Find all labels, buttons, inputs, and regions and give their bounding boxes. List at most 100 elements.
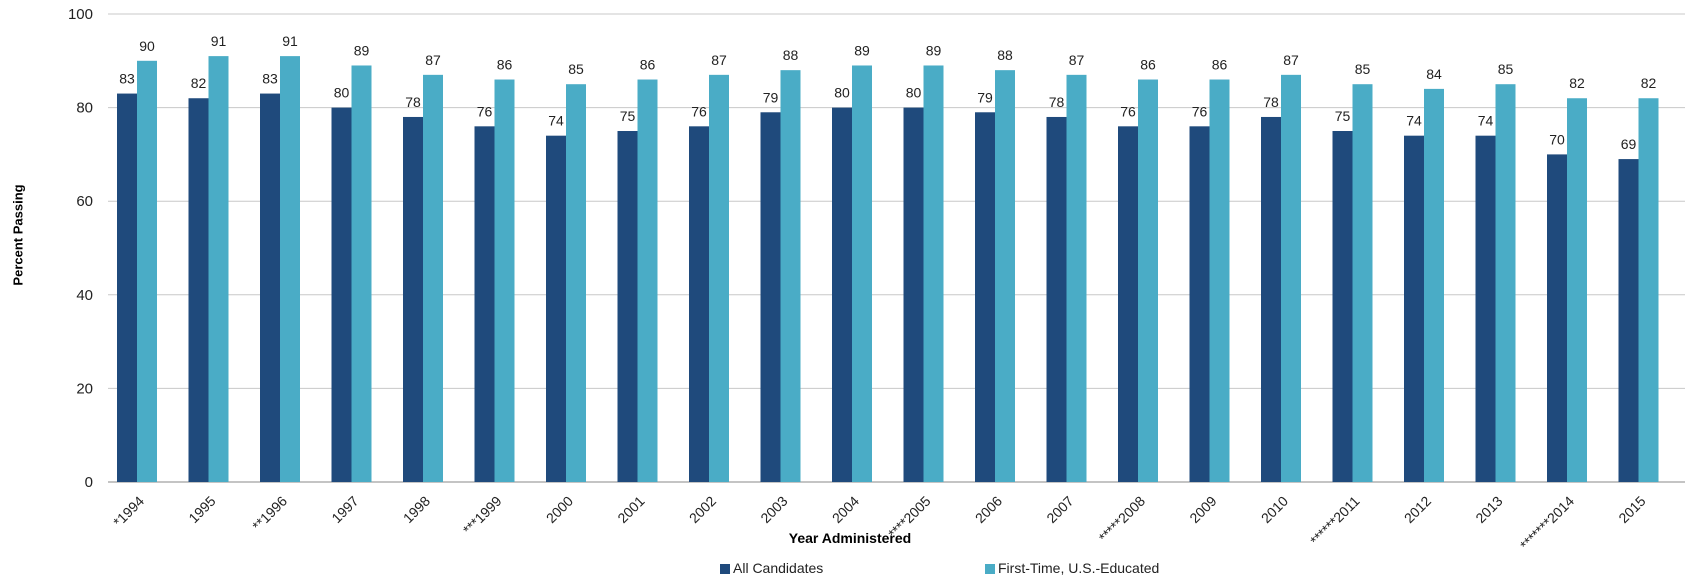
bar-all-candidates [403,116,423,483]
data-label-all-candidates: 75 [620,108,636,124]
data-label-all-candidates: 83 [119,71,135,87]
bar-first-time [494,79,515,483]
bar-all-candidates [617,131,638,482]
bar-first-time [280,56,300,483]
data-label-first-time: 89 [926,42,942,58]
x-tick-label: 2001 [614,493,647,526]
data-label-first-time: 82 [1641,75,1657,91]
y-axis-title-text: Percent Passing [10,184,26,286]
bar-all-candidates [903,107,924,482]
bar-first-time [423,74,443,482]
bar-all-candidates [1118,126,1138,482]
bar-all-candidates [689,126,709,482]
data-label-first-time: 87 [425,52,441,68]
bar-first-time [208,56,229,483]
data-label-all-candidates: 74 [1406,113,1422,129]
legend-swatch-all-candidates [720,564,730,574]
bar-first-time [1066,74,1087,482]
y-tick-labels: 0 20 40 60 80 100 [68,6,93,491]
data-label-all-candidates: 79 [977,89,993,105]
x-tick-label: *1994 [110,493,147,530]
bar-all-candidates [1046,116,1067,483]
data-label-first-time: 91 [282,33,298,49]
data-label-first-time: 85 [1498,61,1514,77]
x-tick-label: 2012 [1401,493,1434,526]
data-label-all-candidates: 76 [691,103,707,119]
data-label-first-time: 85 [568,61,584,77]
legend-label-all-candidates: All Candidates [733,560,824,576]
bar-all-candidates [1618,159,1639,482]
y-tick-label: 0 [85,474,93,491]
data-label-all-candidates: 83 [262,71,278,87]
bar-first-time [995,70,1015,482]
legend-item-all-candidates: All Candidates [720,560,823,576]
data-label-first-time: 88 [783,47,799,63]
data-label-first-time: 89 [854,42,870,58]
x-tick-label: 2006 [972,493,1005,526]
y-tick-label: 20 [76,380,93,397]
data-label-first-time: 87 [711,52,727,68]
x-tick-label: 1997 [328,493,361,526]
data-label-first-time: 84 [1426,66,1442,82]
legend-swatch-first-time [985,564,995,574]
x-axis-title: Year Administered [788,530,912,546]
data-label-all-candidates: 70 [1549,131,1565,147]
x-tick-label: 1995 [185,493,218,526]
data-labels: 83 90 82 91 83 91 80 89 78 87 76 86 74 85 75 86 76 87 79 88… [119,33,1656,152]
x-tick-label: 2003 [757,493,790,526]
data-label-all-candidates: 69 [1621,136,1637,152]
bar-all-candidates [1261,116,1281,483]
bars [117,56,1659,483]
data-label-first-time: 87 [1069,52,1085,68]
data-label-first-time: 85 [1355,61,1371,77]
x-tick-label: 2002 [686,493,719,526]
bar-all-candidates [1189,126,1210,482]
bar-first-time [852,65,872,482]
bar-first-time [1567,98,1587,483]
data-label-all-candidates: 76 [1120,103,1136,119]
data-label-first-time: 90 [139,38,155,54]
data-label-first-time: 88 [997,47,1013,63]
data-label-all-candidates: 75 [1335,108,1351,124]
bar-all-candidates [760,112,781,482]
y-tick-label: 60 [76,193,93,210]
bar-all-candidates [1332,131,1353,482]
data-label-first-time: 91 [211,33,227,49]
x-tick-label: 2007 [1043,493,1076,526]
bar-first-time [351,65,372,482]
data-label-all-candidates: 76 [477,103,493,119]
data-label-all-candidates: 76 [1192,103,1208,119]
x-tick-label: 2013 [1472,493,1505,526]
bar-first-time [1209,79,1230,483]
bar-all-candidates [546,135,566,482]
x-tick-label: 2000 [543,493,576,526]
bar-first-time [1281,74,1301,482]
y-axis-title: Percent Passing [6,160,30,310]
bar-all-candidates [975,112,995,482]
bar-all-candidates [1547,154,1567,482]
data-label-first-time: 86 [1212,57,1228,73]
x-tick-label: *******2014 [1517,493,1577,553]
bar-first-time [1495,84,1516,482]
bar-all-candidates [188,98,209,483]
bar-all-candidates [1475,135,1496,482]
bar-all-candidates [260,93,280,482]
data-label-all-candidates: 80 [834,85,850,101]
data-label-all-candidates: 80 [334,85,350,101]
x-tick-label: 1998 [400,493,433,526]
data-label-all-candidates: 78 [1263,94,1279,110]
bar-all-candidates [474,126,495,482]
data-label-all-candidates: 74 [548,113,564,129]
data-label-first-time: 87 [1283,52,1299,68]
bar-first-time [137,60,157,483]
x-tick-label: ******2011 [1307,493,1363,549]
bar-first-time [1352,84,1373,482]
data-label-all-candidates: 78 [1049,94,1065,110]
data-label-first-time: 86 [640,57,656,73]
x-tick-label: ***1999 [460,493,505,538]
x-tick-label: **1996 [249,493,290,534]
bar-first-time [1424,88,1444,482]
x-tick-label: 2015 [1615,493,1648,526]
data-label-all-candidates: 80 [906,85,922,101]
